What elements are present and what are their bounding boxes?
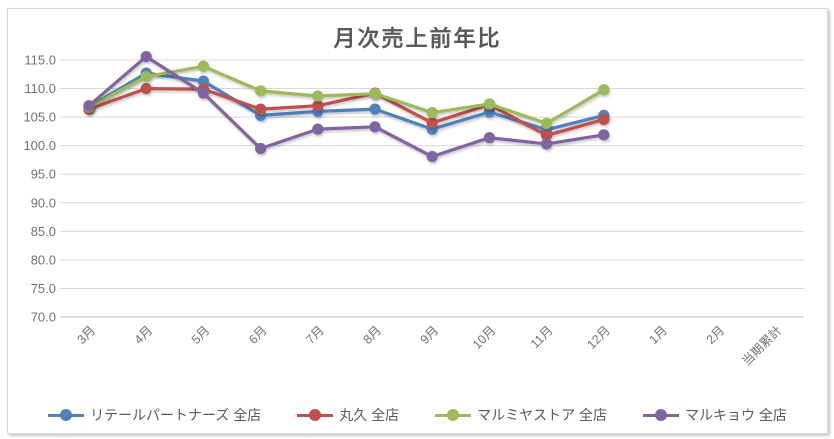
legend: リテールパートナーズ 全店 丸久 全店 マルミヤストア 全店 マルキョウ 全店 — [8, 405, 827, 425]
legend-label: マルキョウ 全店 — [685, 407, 787, 423]
legend-label: 丸久 全店 — [339, 407, 400, 423]
chart-title: 月次売上前年比 — [333, 26, 502, 51]
series-line — [87, 71, 606, 132]
data-point-marker — [312, 100, 324, 112]
legend-item-marukyo[interactable]: マルキョウ 全店 — [643, 405, 787, 425]
data-point-marker — [426, 106, 438, 119]
data-point-marker — [197, 60, 209, 72]
y-axis-label: 75.0 — [31, 281, 56, 296]
data-point-marker — [140, 70, 152, 83]
legend-label: リテールパートナーズ 全店 — [90, 407, 262, 423]
data-point-marker — [598, 113, 610, 126]
x-axis-label: 当期累計 — [739, 323, 785, 369]
y-axis-label: 85.0 — [31, 224, 56, 239]
x-axis-label: 11月 — [528, 323, 556, 351]
x-axis-label: 9月 — [418, 323, 442, 347]
series-line — [87, 54, 606, 159]
data-point-marker — [140, 50, 152, 63]
y-axis-label: 80.0 — [31, 252, 56, 267]
y-axis-label: 95.0 — [31, 167, 56, 182]
data-point-marker — [426, 150, 438, 163]
gridlines — [60, 59, 804, 318]
y-axis-labels: 70.0 75.0 80.0 85.0 90.0 95.0 100.0 105.0 110.0 1… — [23, 53, 56, 325]
series-line — [87, 64, 606, 126]
data-point-marker — [369, 103, 381, 115]
data-point-marker — [541, 138, 553, 150]
line-marker-icon — [643, 409, 680, 421]
line-marker-icon — [435, 409, 472, 421]
plot-area: 70.0 75.0 80.0 85.0 90.0 95.0 100.0 105.0 110.0 1… — [23, 50, 804, 369]
data-point-marker — [140, 82, 152, 95]
data-point-marker — [312, 123, 324, 135]
data-point-marker — [255, 85, 267, 97]
data-point-marker — [312, 90, 324, 102]
x-axis-label: 2月 — [704, 323, 728, 347]
x-axis-label: 12月 — [584, 323, 613, 352]
data-point-marker — [426, 117, 438, 129]
data-point-marker — [483, 132, 495, 144]
series-2 — [83, 60, 610, 130]
x-axis-label: 8月 — [360, 323, 384, 347]
legend-item-maruq[interactable]: 丸久 全店 — [297, 405, 399, 425]
y-axis-label: 70.0 — [31, 310, 56, 325]
legend-item-marumiya-store[interactable]: マルミヤストア 全店 — [435, 405, 607, 425]
data-point-marker — [369, 88, 381, 100]
data-point-marker — [197, 75, 209, 87]
data-point-marker — [255, 142, 267, 155]
x-axis-labels: 3月 4月 5月 6月 7月 8月 9月 10月 11月 12月 1月 2月 当期累計 — [74, 323, 784, 369]
series-3 — [83, 50, 610, 163]
series-line — [87, 86, 606, 137]
data-point-marker — [483, 98, 495, 110]
data-point-marker — [541, 117, 553, 130]
data-point-marker — [369, 121, 381, 133]
x-axis-label: 7月 — [303, 323, 327, 347]
chart-area: 月次売上前年比 70.0 75.0 80.0 85.0 90.0 95.0 100.0 105… — [7, 8, 828, 434]
y-axis-label: 110.0 — [24, 81, 56, 96]
legend-label: マルミヤストア 全店 — [477, 407, 608, 423]
line-marker-icon — [297, 409, 334, 421]
y-axis-label: 90.0 — [31, 195, 56, 210]
x-axis-label: 5月 — [189, 323, 213, 347]
series-1 — [83, 82, 610, 141]
data-point-marker — [255, 103, 267, 115]
x-axis-label: 10月 — [470, 323, 499, 352]
data-point-marker — [197, 87, 209, 99]
data-point-marker — [598, 129, 610, 141]
data-point-marker — [83, 100, 95, 112]
x-axis-label: 3月 — [74, 323, 98, 347]
x-axis-label: 6月 — [246, 323, 270, 347]
data-point-marker — [541, 129, 553, 141]
line-marker-icon — [48, 409, 85, 421]
legend-item-retail-partners[interactable]: リテールパートナーズ 全店 — [48, 405, 261, 425]
x-axis-label: 1月 — [646, 323, 670, 347]
y-axis-label: 100.0 — [23, 138, 56, 153]
x-axis-label: 4月 — [132, 323, 156, 347]
data-point-marker — [598, 84, 610, 96]
y-axis-label: 115.0 — [24, 53, 56, 68]
y-axis-label: 105.0 — [23, 110, 56, 125]
